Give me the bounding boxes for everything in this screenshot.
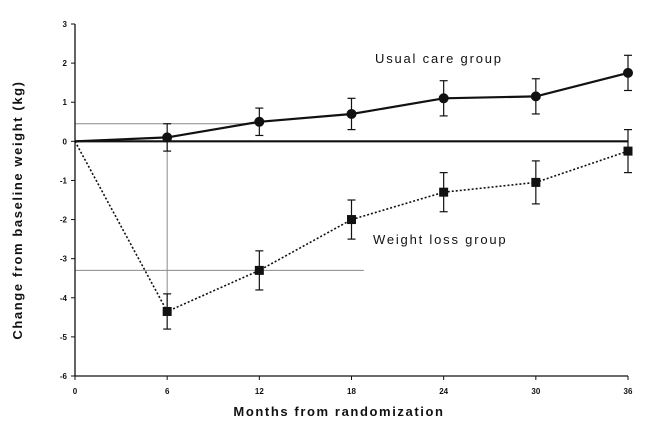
- y-tick-label: 0: [63, 137, 68, 146]
- x-tick-label: 36: [624, 387, 633, 396]
- usual-care-point: [438, 93, 449, 104]
- series: [74, 54, 633, 330]
- usual-care-point: [346, 108, 357, 119]
- weight-loss-point: [162, 306, 172, 316]
- weight-loss-series-label: Weight loss group: [373, 232, 507, 247]
- x-tick-label: 6: [165, 387, 170, 396]
- weight-loss-point: [347, 215, 356, 225]
- y-tick-label: 3: [63, 20, 68, 29]
- y-tick-label: -6: [60, 372, 68, 381]
- weight-loss-point: [254, 265, 264, 275]
- usual-care-point: [623, 67, 633, 78]
- weight-loss-point: [439, 187, 449, 197]
- y-tick-label: -5: [60, 333, 68, 342]
- y-tick-label: -2: [60, 216, 68, 225]
- y-tick-label: -4: [60, 294, 68, 303]
- x-axis-title: Months from randomization: [233, 404, 444, 419]
- x-tick-label: 24: [439, 387, 448, 396]
- y-axis-title: Change from baseline weight (kg): [10, 80, 25, 339]
- usual-care-point: [254, 116, 265, 127]
- usual-care-series-label: Usual care group: [375, 51, 503, 66]
- labels: Usual care group Weight loss group: [373, 51, 507, 247]
- axes: 3 2 1 0 -1 -2 -3 -4 -5 -6 0 6 12 18 24 30 36: [60, 20, 633, 396]
- weight-loss-point: [531, 177, 541, 187]
- y-tick-label: 1: [63, 98, 68, 107]
- x-tick-label: 18: [347, 387, 356, 396]
- y-tick-label: -1: [60, 176, 68, 185]
- usual-care-point: [530, 91, 541, 102]
- weight-loss-point: [623, 146, 633, 156]
- x-tick-label: 0: [73, 387, 78, 396]
- x-tick-label: 30: [531, 387, 540, 396]
- y-tick-label: 2: [63, 59, 68, 68]
- x-tick-label: 12: [255, 387, 264, 396]
- usual-care-point: [162, 132, 173, 143]
- y-tick-label: -3: [60, 255, 68, 264]
- reference-lines: [75, 123, 364, 312]
